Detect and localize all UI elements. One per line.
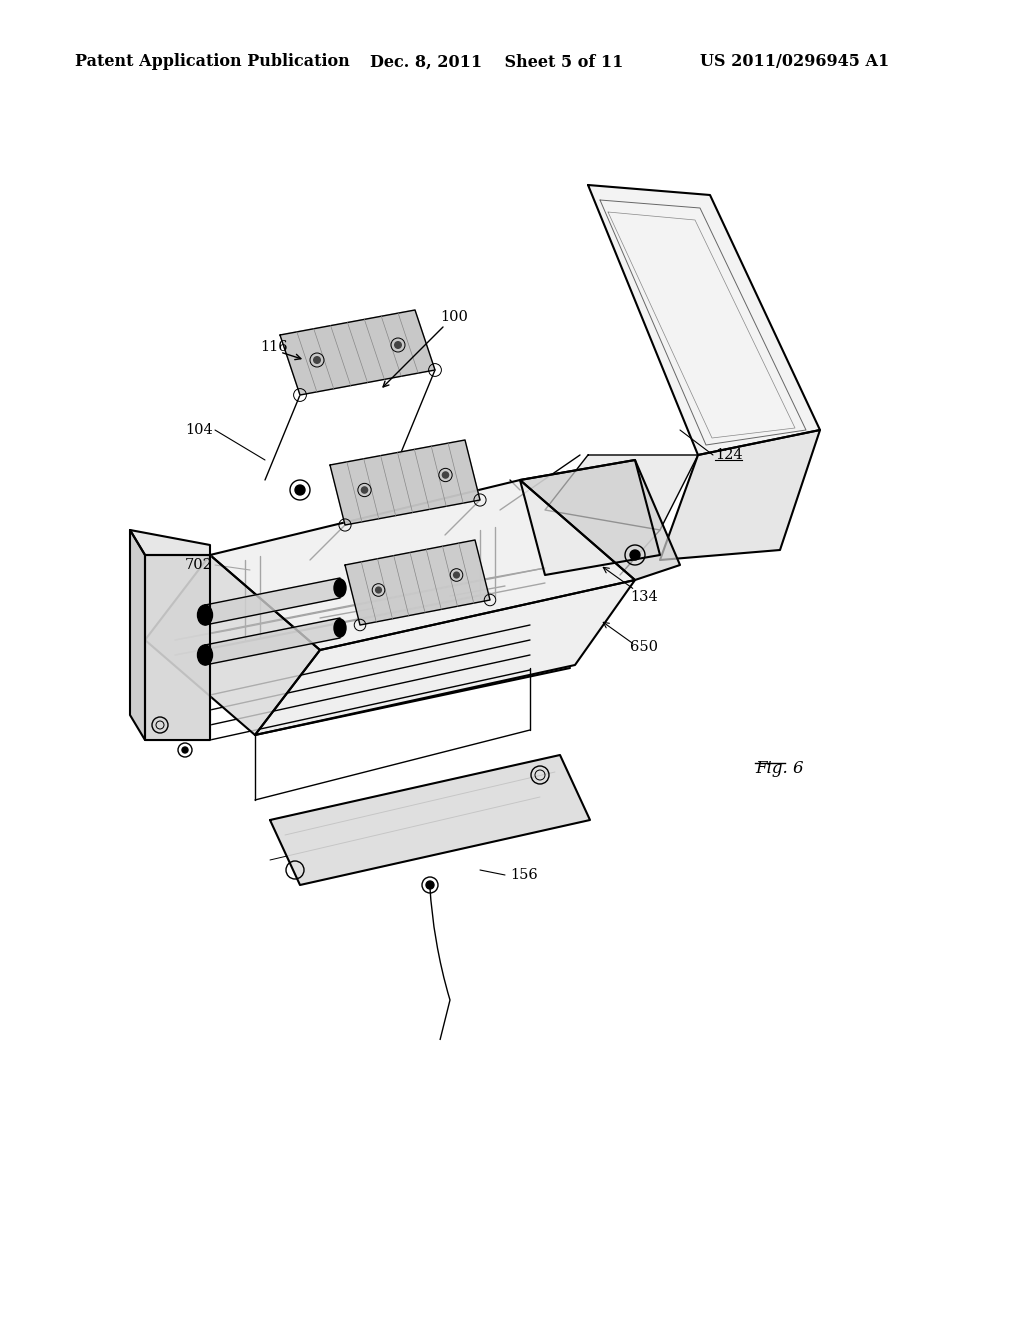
Text: 156: 156	[510, 869, 538, 882]
Circle shape	[313, 356, 321, 364]
Circle shape	[182, 747, 188, 752]
Ellipse shape	[198, 645, 213, 665]
Polygon shape	[588, 185, 820, 455]
Text: Fig. 6: Fig. 6	[755, 760, 804, 777]
Text: Dec. 8, 2011    Sheet 5 of 11: Dec. 8, 2011 Sheet 5 of 11	[370, 54, 624, 70]
Polygon shape	[330, 440, 480, 525]
Text: US 2011/0296945 A1: US 2011/0296945 A1	[700, 54, 889, 70]
Ellipse shape	[334, 619, 346, 638]
Polygon shape	[660, 430, 820, 560]
Polygon shape	[520, 459, 680, 579]
Polygon shape	[130, 531, 210, 554]
Polygon shape	[130, 531, 145, 741]
Polygon shape	[145, 554, 319, 735]
Polygon shape	[210, 480, 635, 649]
Polygon shape	[205, 578, 340, 624]
Polygon shape	[545, 455, 698, 531]
Text: 134: 134	[630, 590, 657, 605]
Circle shape	[426, 880, 434, 888]
Text: 104: 104	[185, 422, 213, 437]
Text: 124: 124	[715, 447, 742, 462]
Circle shape	[453, 572, 460, 578]
Polygon shape	[145, 554, 210, 741]
Circle shape	[295, 484, 305, 495]
Text: 650: 650	[630, 640, 658, 653]
Polygon shape	[205, 618, 340, 665]
Text: 116: 116	[260, 341, 288, 354]
Circle shape	[630, 550, 640, 560]
Polygon shape	[520, 459, 660, 576]
Circle shape	[441, 471, 450, 479]
Polygon shape	[280, 310, 435, 395]
Polygon shape	[345, 540, 490, 624]
Circle shape	[360, 486, 369, 494]
Ellipse shape	[334, 579, 346, 597]
Text: Patent Application Publication: Patent Application Publication	[75, 54, 350, 70]
Ellipse shape	[198, 605, 213, 624]
Text: 702: 702	[185, 558, 213, 572]
Circle shape	[394, 341, 402, 348]
Polygon shape	[255, 579, 635, 735]
Circle shape	[375, 586, 382, 594]
Polygon shape	[270, 755, 590, 884]
Text: 100: 100	[440, 310, 468, 323]
